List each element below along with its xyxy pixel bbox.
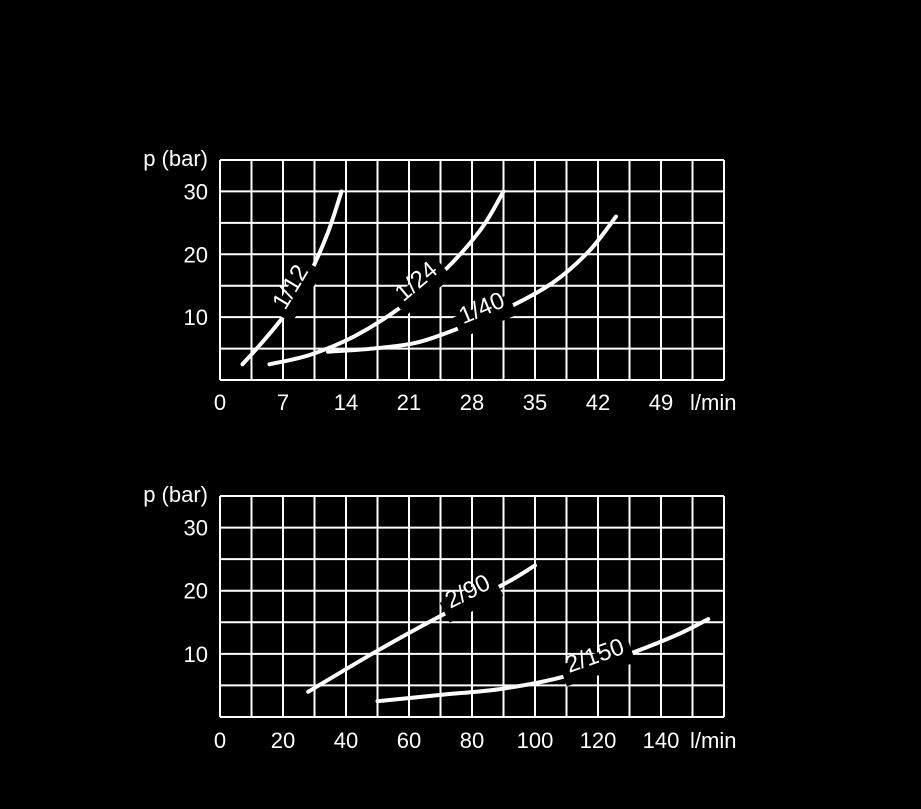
series-line-2-90 (306, 563, 537, 694)
x-axis-label: l/min (690, 390, 736, 415)
x-tick-label: 49 (649, 390, 673, 415)
x-tick-label: 20 (271, 728, 295, 753)
y-axis-label: p (bar) (143, 146, 208, 171)
y-tick-label: 10 (184, 305, 208, 330)
x-tick-label: 28 (460, 390, 484, 415)
x-tick-label: 0 (214, 390, 226, 415)
grid (219, 495, 725, 718)
x-tick-label: 7 (277, 390, 289, 415)
y-tick-label: 20 (184, 579, 208, 604)
x-tick-label: 40 (334, 728, 358, 753)
x-tick-label: 140 (643, 728, 680, 753)
y-axis-label: p (bar) (143, 482, 208, 507)
series-label-bg (453, 294, 518, 338)
x-tick-label: 120 (580, 728, 617, 753)
x-tick-label: 42 (586, 390, 610, 415)
y-tick-label: 30 (184, 516, 208, 541)
x-tick-label: 0 (214, 728, 226, 753)
x-axis-label: l/min (690, 728, 736, 753)
y-tick-label: 20 (184, 242, 208, 267)
y-tick-label: 10 (184, 642, 208, 667)
x-tick-label: 80 (460, 728, 484, 753)
series-label-bg (273, 260, 323, 323)
series-label-bg (439, 576, 504, 623)
grid (219, 159, 725, 381)
series-label-bg (559, 641, 636, 687)
x-tick-label: 21 (397, 390, 421, 415)
y-tick-label: 30 (184, 179, 208, 204)
x-tick-label: 35 (523, 390, 547, 415)
series-label-bg (391, 260, 452, 316)
x-tick-label: 100 (517, 728, 554, 753)
x-tick-label: 14 (334, 390, 358, 415)
series-label-2-150: 2/150 (559, 633, 636, 687)
x-tick-label: 60 (397, 728, 421, 753)
